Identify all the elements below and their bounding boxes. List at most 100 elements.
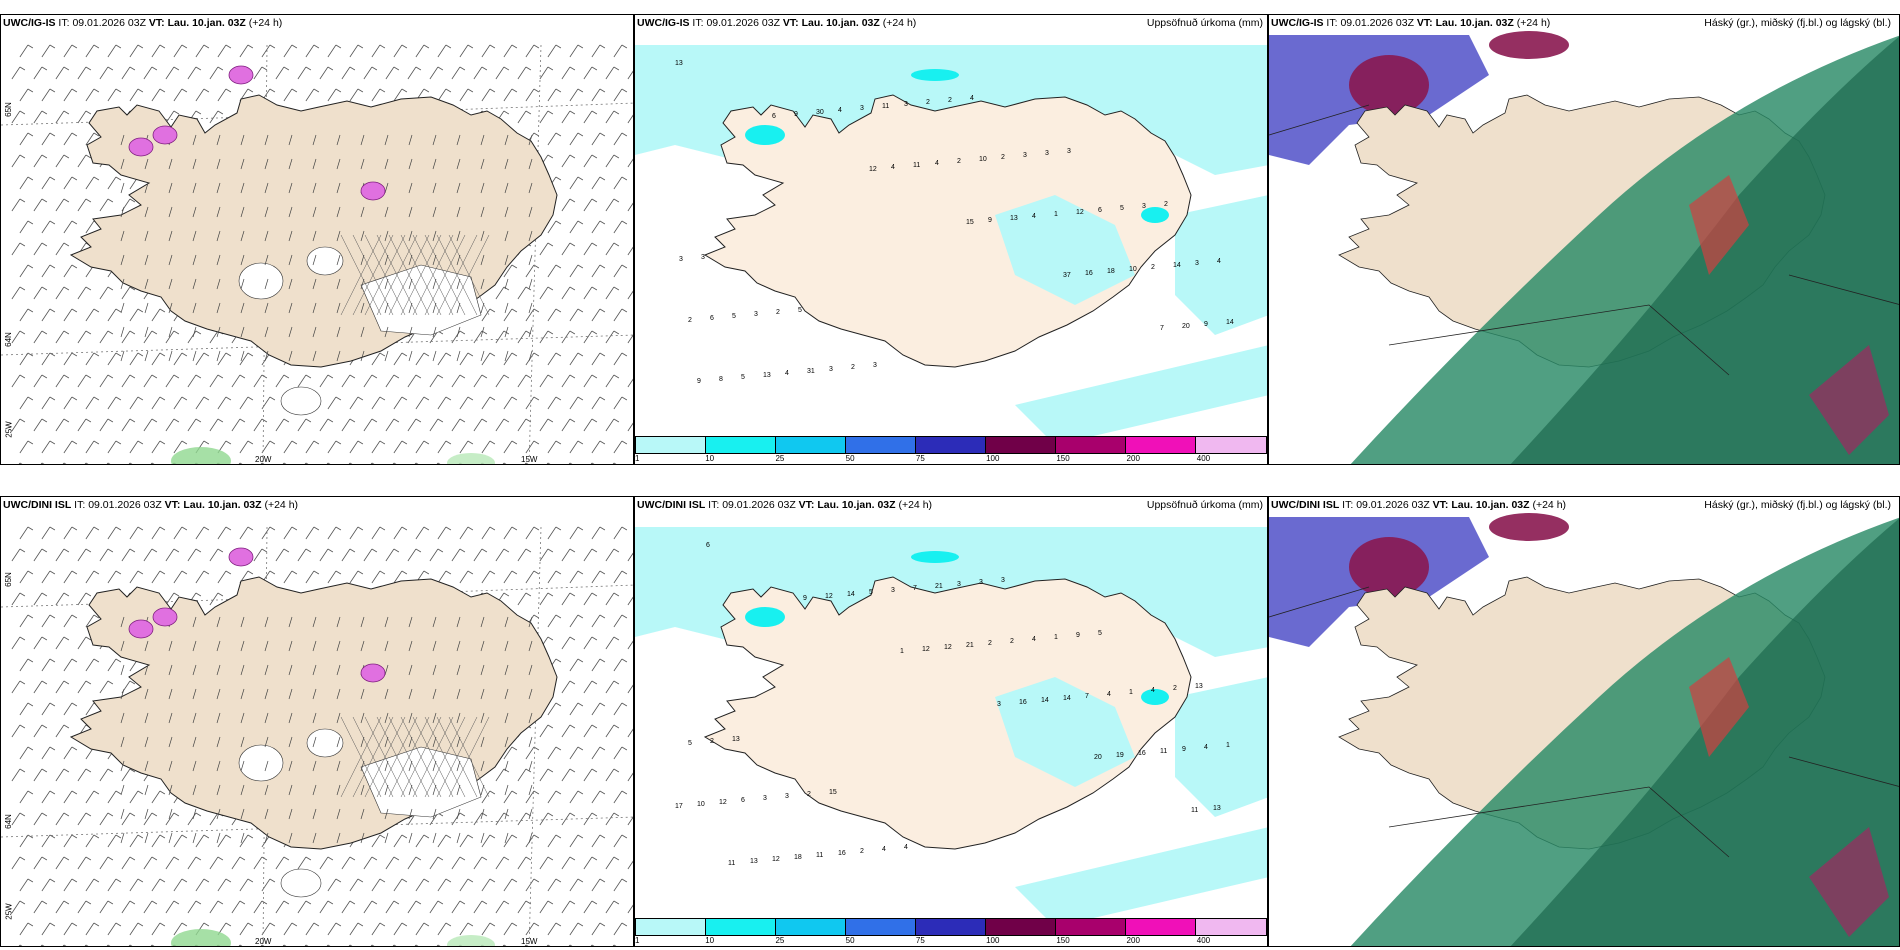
svg-text:3: 3 <box>1142 203 1146 210</box>
precip-title: Uppsöfnuð úrkoma (mm) <box>1146 17 1263 29</box>
svg-text:4: 4 <box>1151 687 1155 694</box>
svg-text:9: 9 <box>1182 746 1186 753</box>
cloud-panel-top: UWC/IG-IS IT: 09.01.2026 03Z VT: Lau. 10… <box>1268 14 1900 465</box>
svg-text:2: 2 <box>688 317 692 324</box>
panel-header: UWC/IG-IS IT: 09.01.2026 03Z VT: Lau. 10… <box>637 17 917 29</box>
svg-text:14: 14 <box>1173 262 1181 269</box>
svg-text:3: 3 <box>904 101 908 108</box>
svg-text:11: 11 <box>1160 748 1167 755</box>
precip-panel-top: UWC/IG-IS IT: 09.01.2026 03Z VT: Lau. 10… <box>634 14 1268 465</box>
svg-text:17: 17 <box>675 803 683 810</box>
svg-text:5: 5 <box>741 374 745 381</box>
svg-text:2: 2 <box>948 97 952 104</box>
cloud-map <box>1269 513 1899 946</box>
svg-text:15: 15 <box>829 789 837 796</box>
lon-label: 20W <box>255 455 272 464</box>
svg-text:2: 2 <box>1151 264 1155 271</box>
svg-text:16: 16 <box>838 850 846 857</box>
colorbar-label: 400 <box>1196 936 1211 945</box>
svg-text:4: 4 <box>838 107 842 114</box>
svg-text:2: 2 <box>1001 154 1005 161</box>
svg-text:2: 2 <box>851 364 855 371</box>
colorbar-label: 200 <box>1126 936 1140 945</box>
colorbar-swatch <box>1055 919 1126 935</box>
precip-colorbar: 1 10 25 50 75 100 150 200 400 <box>635 436 1267 464</box>
precip-map: 6913201111121216191313141214161712521141… <box>635 527 1267 927</box>
svg-text:3: 3 <box>763 795 767 802</box>
wind-panel-top: UWC/IG-IS IT: 09.01.2026 03Z VT: Lau. 10… <box>0 14 634 465</box>
svg-text:2: 2 <box>710 738 714 745</box>
precip-map: 1361215377994916208301113189544410141332… <box>635 45 1267 445</box>
colorbar-label: 75 <box>915 454 925 463</box>
svg-text:13: 13 <box>1195 683 1203 690</box>
svg-text:1: 1 <box>900 648 904 655</box>
colorbar-swatch <box>915 919 986 935</box>
colorbar-label: 25 <box>775 936 785 945</box>
svg-text:2: 2 <box>776 309 780 316</box>
colorbar-swatch <box>845 437 916 453</box>
colorbar-label: 75 <box>915 936 925 945</box>
svg-text:3: 3 <box>979 579 983 586</box>
svg-text:4: 4 <box>1032 213 1036 220</box>
svg-text:3: 3 <box>1023 152 1027 159</box>
colorbar-swatch <box>985 919 1056 935</box>
svg-text:9: 9 <box>1204 321 1208 328</box>
svg-text:3: 3 <box>873 362 877 369</box>
svg-text:11: 11 <box>882 103 889 110</box>
colorbar-swatch <box>636 919 706 935</box>
svg-text:31: 31 <box>807 368 815 375</box>
svg-text:18: 18 <box>1107 268 1115 275</box>
svg-text:5: 5 <box>732 313 736 320</box>
svg-text:12: 12 <box>944 644 952 651</box>
colorbar-swatch <box>985 437 1056 453</box>
colorbar-swatch <box>1055 437 1126 453</box>
svg-text:3: 3 <box>1067 148 1071 155</box>
wind-map <box>1 526 633 946</box>
panel-header: UWC/DINI ISL IT: 09.01.2026 03Z VT: Lau.… <box>3 499 299 511</box>
svg-text:37: 37 <box>1063 272 1071 279</box>
svg-text:21: 21 <box>935 583 943 590</box>
svg-text:3: 3 <box>997 701 1001 708</box>
lon-label: 15W <box>521 937 538 946</box>
colorbar-label: 1 <box>635 936 640 945</box>
svg-text:10: 10 <box>979 156 987 163</box>
svg-text:14: 14 <box>847 591 855 598</box>
svg-text:13: 13 <box>750 858 758 865</box>
svg-text:11: 11 <box>816 852 823 859</box>
svg-text:3: 3 <box>701 254 705 261</box>
colorbar-swatch <box>1195 919 1266 935</box>
svg-text:1: 1 <box>1054 634 1058 641</box>
svg-text:14: 14 <box>1063 695 1071 702</box>
svg-text:14: 14 <box>1226 319 1234 326</box>
svg-text:12: 12 <box>719 799 727 806</box>
colorbar-label: 400 <box>1196 454 1211 463</box>
svg-text:20: 20 <box>1094 754 1102 761</box>
svg-text:30: 30 <box>816 109 824 116</box>
svg-text:4: 4 <box>935 160 939 167</box>
colorbar-swatch <box>915 437 986 453</box>
colorbar-label: 1 <box>635 454 640 463</box>
lon-label: 20W <box>255 937 272 946</box>
svg-text:20: 20 <box>1182 323 1190 330</box>
svg-text:4: 4 <box>1107 691 1111 698</box>
lon-label: 25W <box>4 903 14 920</box>
svg-text:12: 12 <box>825 593 833 600</box>
colorbar-labels: 1 10 25 50 75 100 150 200 400 <box>635 454 1267 464</box>
svg-text:4: 4 <box>1204 744 1208 751</box>
panel-header: UWC/DINI ISL IT: 09.01.2026 03Z VT: Lau.… <box>637 499 933 511</box>
svg-text:1: 1 <box>1226 742 1230 749</box>
precip-colorbar: 1 10 25 50 75 100 150 200 400 <box>635 918 1267 946</box>
colorbar-label: 25 <box>775 454 785 463</box>
lat-label: 64N <box>3 332 13 347</box>
svg-text:3: 3 <box>1001 577 1005 584</box>
svg-text:3: 3 <box>785 793 789 800</box>
svg-text:13: 13 <box>732 736 740 743</box>
svg-text:2: 2 <box>1010 638 1014 645</box>
svg-text:6: 6 <box>772 113 776 120</box>
svg-text:12: 12 <box>1076 209 1084 216</box>
svg-text:8: 8 <box>719 376 723 383</box>
colorbar-swatch <box>705 437 776 453</box>
colorbar-label: 50 <box>845 936 855 945</box>
svg-text:4: 4 <box>970 95 974 102</box>
svg-text:2: 2 <box>1164 201 1168 208</box>
